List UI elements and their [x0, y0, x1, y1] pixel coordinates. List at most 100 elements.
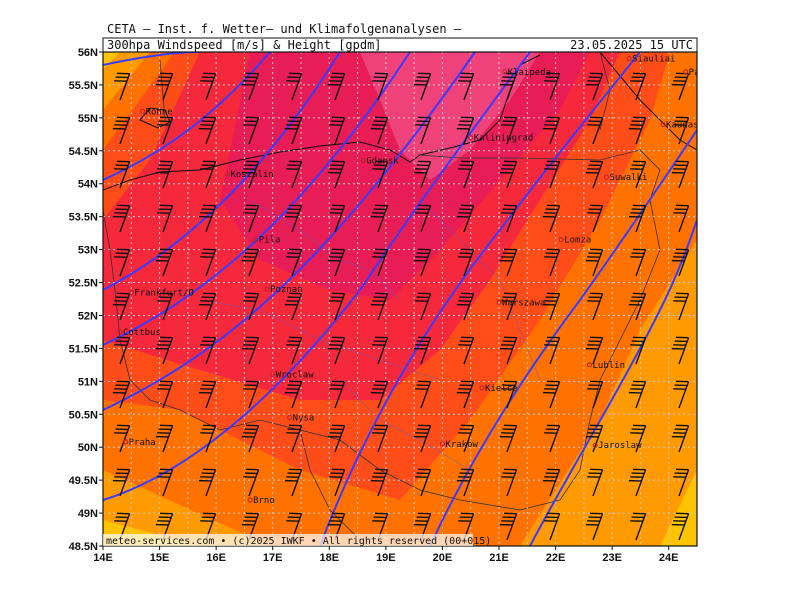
wind-barb — [241, 72, 260, 101]
wind-barb — [413, 72, 432, 101]
city-marker — [626, 56, 632, 62]
wind-barb — [415, 204, 432, 233]
wind-barb — [415, 468, 432, 497]
city-label: Jaroslaw — [598, 441, 642, 451]
city-label: Koszalin — [230, 170, 273, 180]
longitude-axis: 14E 15E 16E 17E 18E 19E 20E 21E 22E 23E 24E — [93, 546, 679, 564]
latitude-axis: 56N 55.5N 55N 54.5N 54N 53.5N 53N 52.5N 52N 51.5N… — [69, 47, 103, 553]
wind-barb — [200, 424, 217, 453]
wind-barb — [542, 468, 561, 497]
wind-barb — [628, 380, 647, 409]
lat-tick-label: 54N — [78, 179, 98, 191]
wind-barb — [544, 424, 561, 453]
wind-barb — [157, 468, 174, 497]
wind-barb — [587, 468, 604, 497]
wind-barb — [284, 204, 303, 233]
wind-barb — [370, 292, 389, 321]
city-label: Brno — [253, 496, 275, 506]
wind-barb — [458, 160, 475, 189]
wind-barb — [542, 292, 561, 321]
lon-tick-label: 15E — [150, 552, 170, 564]
wind-barb — [542, 204, 561, 233]
city-marker — [360, 158, 366, 164]
lat-tick-label: 51N — [78, 376, 98, 388]
wind-barb — [198, 380, 217, 409]
city-marker — [558, 237, 564, 243]
wind-barb — [372, 424, 389, 453]
wind-barb — [241, 336, 260, 365]
wind-barb — [114, 72, 131, 101]
lat-tick-label: 48.5N — [69, 541, 98, 553]
wind-barb — [544, 512, 561, 541]
wind-barb — [499, 424, 518, 453]
wind-barb — [329, 204, 346, 233]
wind-barb — [327, 336, 346, 365]
wind-barb — [544, 160, 561, 189]
map-field: Klaipeda Siauliai Panevezys Ronne Kaunas Kali… — [103, 52, 738, 546]
wind-barb — [501, 292, 518, 321]
wind-barb — [671, 424, 690, 453]
wind-barb — [585, 72, 604, 101]
wind-barb — [243, 204, 260, 233]
wind-barb — [544, 336, 561, 365]
city-label: Lomza — [564, 236, 591, 246]
wind-barb — [630, 72, 647, 101]
wind-barb — [114, 248, 131, 277]
wind-barb — [114, 424, 131, 453]
lon-tick-label: 22E — [546, 552, 566, 564]
wind-barb — [456, 380, 475, 409]
wind-barb — [458, 72, 475, 101]
wind-barb — [673, 292, 690, 321]
wind-barb — [198, 116, 217, 145]
wind-barb — [499, 160, 518, 189]
wind-barb — [114, 336, 131, 365]
lon-tick-label: 23E — [602, 552, 622, 564]
city-marker — [247, 497, 253, 503]
wind-barb — [284, 380, 303, 409]
city-marker — [502, 69, 508, 75]
wind-barb — [413, 424, 432, 453]
wind-barb — [587, 204, 604, 233]
wind-barb — [499, 248, 518, 277]
wind-barb — [585, 248, 604, 277]
height-contour — [103, 52, 476, 411]
header-field: 300hpa Windspeed [m/s] & Height [gpdm] — [107, 38, 382, 52]
wind-barb — [327, 160, 346, 189]
wind-barb — [241, 160, 260, 189]
wind-barb — [458, 424, 475, 453]
wind-barb — [501, 468, 518, 497]
wind-barb — [630, 248, 647, 277]
wind-barb — [157, 292, 174, 321]
wind-barb — [544, 72, 561, 101]
city-labels: Klaipeda Siauliai Panevezys Ronne Kaunas Kali… — [117, 55, 738, 506]
lon-tick-label: 17E — [263, 552, 283, 564]
lat-tick-label: 55.5N — [69, 80, 98, 92]
city-label: Krakow — [445, 440, 478, 450]
wind-barb — [112, 116, 131, 145]
wind-barb — [413, 160, 432, 189]
wind-barb — [284, 292, 303, 321]
wind-barb — [243, 292, 260, 321]
wind-barb — [456, 116, 475, 145]
wind-barb — [671, 248, 690, 277]
wind-barb — [284, 116, 303, 145]
city-label: Panevezys — [689, 68, 738, 78]
footer-band — [103, 534, 473, 546]
wind-barb — [157, 204, 174, 233]
wind-barb — [112, 292, 131, 321]
city-marker — [683, 69, 689, 75]
wind-barb — [501, 116, 518, 145]
wind-barb — [630, 336, 647, 365]
wind-barb — [499, 72, 518, 101]
city-label: Cottbus — [123, 328, 161, 338]
wind-barb — [370, 468, 389, 497]
header-valid: 23.05.2025 15 UTC — [570, 38, 693, 52]
city-label: Warszawa — [502, 298, 545, 308]
wind-barb — [499, 336, 518, 365]
wind-barb — [112, 468, 131, 497]
wind-barb — [456, 204, 475, 233]
city-label: Lublin — [593, 361, 626, 371]
city-label: Klaipeda — [508, 68, 551, 78]
header-source: CETA – Inst. f. Wetter– und Klimafolgena… — [107, 22, 462, 36]
wind-barb — [671, 512, 690, 541]
